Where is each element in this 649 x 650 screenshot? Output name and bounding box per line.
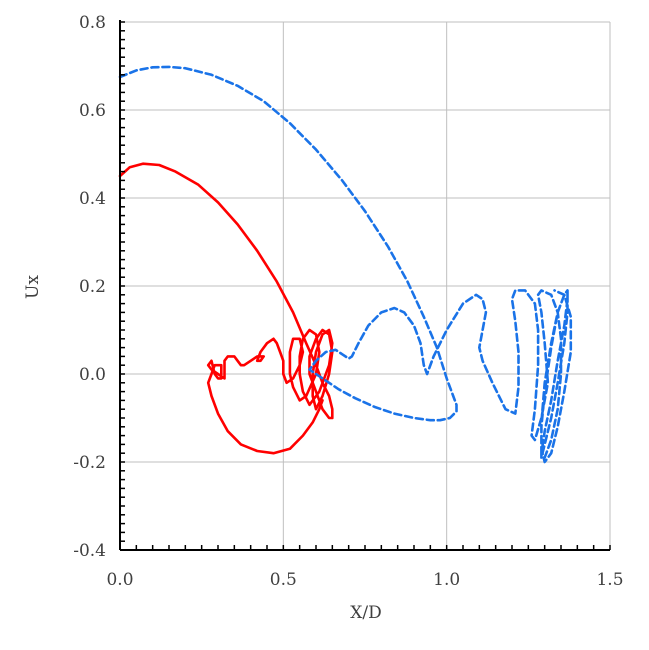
x-tick-label: 0.0	[106, 570, 133, 590]
y-tick-label: 0.6	[79, 101, 106, 121]
y-tick-label: 0.4	[79, 189, 106, 209]
y-tick-label: -0.4	[73, 541, 106, 561]
y-tick-label: 0.8	[79, 13, 106, 33]
series-line-1	[118, 65, 573, 464]
x-tick-label: 1.0	[433, 570, 460, 590]
x-tick-labels: 0.0 0.5 1.0 1.5	[106, 570, 623, 590]
y-tick-label: 0.2	[79, 277, 106, 297]
y-tick-labels: -0.4 -0.2 0.0 0.2 0.4 0.6 0.8	[73, 13, 106, 561]
x-axis-title: X/D	[350, 603, 381, 623]
y-tick-label: 0.0	[79, 365, 106, 385]
x-tick-label: 0.5	[270, 570, 297, 590]
series-layer	[118, 65, 573, 464]
series-line-0	[118, 162, 334, 455]
y-tick-label: -0.2	[73, 453, 106, 473]
axes	[119, 20, 611, 551]
x-tick-label: 1.5	[596, 570, 623, 590]
grid	[120, 21, 611, 550]
y-axis-title: Ux	[23, 275, 43, 299]
